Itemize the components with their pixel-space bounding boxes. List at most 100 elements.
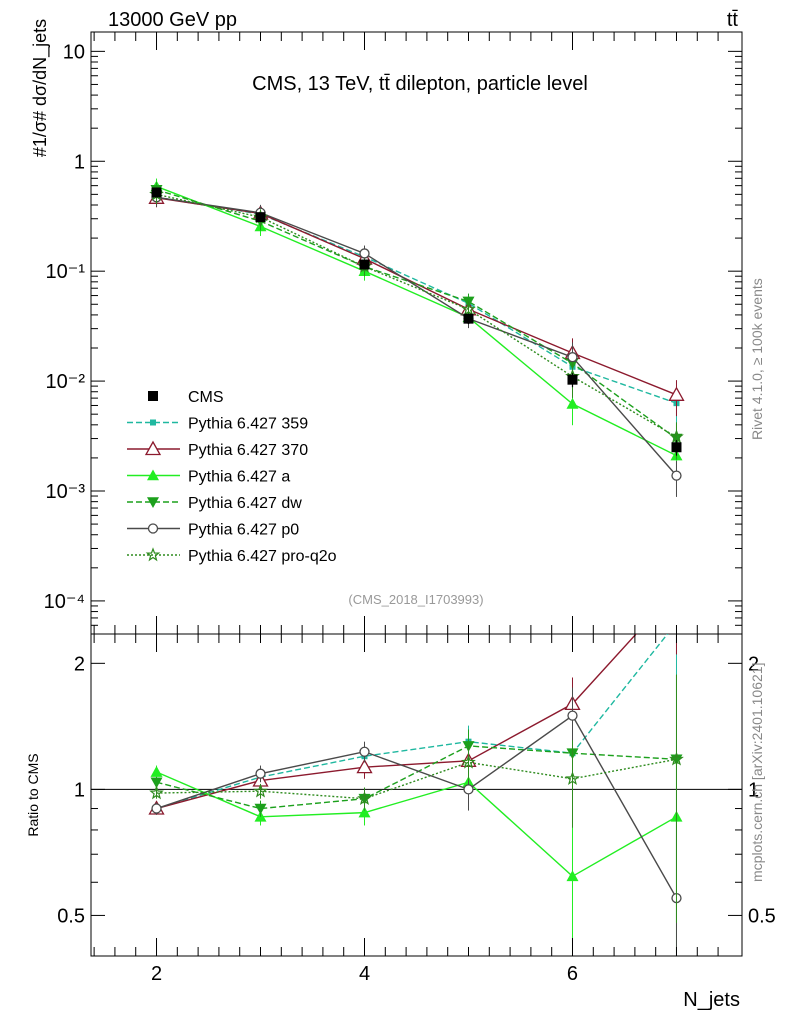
x-axis: 2 4 6: [93, 32, 719, 985]
main-series-group: [148, 178, 685, 497]
legend-item: Pythia 6.427 pro-q2o: [127, 547, 337, 565]
legend-marker: [148, 391, 158, 401]
ratio-y-tick-label-right: 2: [748, 653, 759, 675]
data-point: [567, 352, 578, 363]
ratio-point: [150, 777, 163, 789]
reference-point: [255, 212, 266, 223]
ratio-point: [358, 806, 371, 818]
main-ylabel-text: #1/σ# dσ/dN_jets: [30, 19, 51, 157]
ratio-series-0: [153, 620, 679, 815]
ratio-point: [151, 803, 162, 814]
reference-series: [151, 187, 682, 456]
ratio-series-group: [148, 583, 684, 956]
data-point: [566, 397, 579, 409]
ratio-point: [669, 751, 684, 766]
legend-label: Pythia 6.427 pro-q2o: [188, 548, 337, 565]
legend-item: CMS: [148, 389, 224, 406]
ratio-point: [253, 783, 268, 798]
ratio-frame: [90, 633, 743, 957]
ratio-point: [255, 768, 266, 779]
ratio-line: [156, 634, 638, 810]
ratio-series-3: [150, 674, 683, 923]
ratio-point: [673, 620, 679, 626]
ratio-series-2: [150, 740, 683, 956]
legend-label: Pythia 6.427 370: [188, 442, 308, 459]
source-label: mcplots.cern.ch [arXiv:2401.10621]: [749, 663, 765, 882]
ratio-line: [156, 714, 678, 899]
legend-label: Pythia 6.427 dw: [188, 495, 302, 512]
data-point: [461, 301, 476, 316]
reference-point: [463, 313, 474, 324]
legend-item: Pythia 6.427 359: [127, 416, 308, 433]
ratio-point: [356, 758, 373, 774]
data-point: [671, 470, 682, 481]
legend-label: Pythia 6.427 359: [188, 416, 308, 433]
series-line: [156, 196, 678, 477]
ratio-y-tick-label-right: 1: [748, 779, 759, 801]
ratio-y-tick-label: 0.5: [57, 905, 85, 927]
series-line: [156, 189, 677, 440]
reference-point: [671, 442, 682, 453]
main-frame: [90, 31, 743, 635]
ratio-y-tick-label: 1: [74, 779, 85, 801]
series-line: [156, 197, 677, 396]
y-tick-label: 10⁻¹: [46, 261, 86, 283]
ratio-panel: 2 2 1 1 0.5 0.5 Ratio to CMS: [25, 583, 776, 957]
ratio-ylabel: Ratio to CMS: [25, 753, 41, 836]
legend-marker: [147, 497, 159, 508]
legend-item: Pythia 6.427 dw: [127, 495, 302, 512]
ratio-series-4: [151, 687, 682, 956]
y-tick-label: 10: [63, 41, 85, 63]
ratio-point: [149, 785, 164, 800]
legend-marker: [150, 419, 156, 426]
header-right-title: tt̄: [727, 9, 739, 31]
data-point: [669, 429, 684, 444]
ratio-point: [150, 766, 163, 777]
ratio-point: [566, 870, 579, 882]
ratio-series-1: [148, 583, 683, 815]
ratio-line: [156, 771, 677, 878]
main-ylabel: #1/σ# dσ/dN_jets: [30, 19, 51, 157]
legend-marker: [144, 440, 162, 456]
ratio-point: [357, 790, 372, 806]
legend-marker: [145, 547, 161, 562]
legend-item: Pythia 6.427 370: [127, 440, 308, 459]
y-tick-label: 10⁻³: [46, 481, 86, 503]
ratio-y-axis: 2 2 1 1 0.5 0.5: [57, 653, 776, 927]
ratio-point: [565, 771, 580, 785]
legend-item: Pythia 6.427 p0: [127, 522, 299, 539]
legend-label: CMS: [188, 389, 224, 406]
x-tick-label: 6: [567, 963, 578, 985]
ratio-point: [461, 754, 476, 769]
series-line: [156, 185, 677, 457]
ratio-point: [254, 803, 267, 815]
reference-point: [359, 259, 370, 270]
ratio-line: [156, 634, 669, 810]
analysis-tag: (CMS_2018_I1703993): [348, 592, 483, 607]
ratio-point: [463, 784, 474, 795]
series-1: [148, 189, 685, 417]
y-tick-label: 1: [74, 151, 85, 173]
legend-item: Pythia 6.427 a: [127, 469, 290, 486]
main-panel: CMS, 13 TeV, tt̄ dilepton, particle leve…: [30, 19, 743, 635]
legend-label: Pythia 6.427 a: [188, 469, 290, 486]
rivet-text: Rivet 4.1.0, ≥ 100k events: [749, 278, 765, 440]
ratio-ylabel-text: Ratio to CMS: [25, 753, 41, 836]
rivet-label: Rivet 4.1.0, ≥ 100k events: [749, 278, 765, 440]
ratio-y-tick-label: 2: [74, 653, 85, 675]
chart-title: CMS, 13 TeV, tt̄ dilepton, particle leve…: [252, 73, 588, 95]
header-left-title: 13000 GeV pp: [108, 9, 237, 31]
ratio-point: [359, 746, 370, 757]
reference-point: [567, 374, 578, 385]
source-text: mcplots.cern.ch [arXiv:2401.10621]: [749, 663, 765, 882]
ratio-line: [156, 745, 677, 810]
reference-point: [151, 187, 162, 198]
ratio-point: [669, 583, 683, 596]
x-tick-label: 2: [151, 963, 162, 985]
data-point: [359, 248, 370, 259]
ratio-point: [567, 710, 578, 721]
legend-marker: [147, 469, 159, 481]
legend-label: Pythia 6.427 p0: [188, 522, 299, 539]
x-tick-label: 4: [359, 963, 370, 985]
data-point: [668, 386, 685, 401]
